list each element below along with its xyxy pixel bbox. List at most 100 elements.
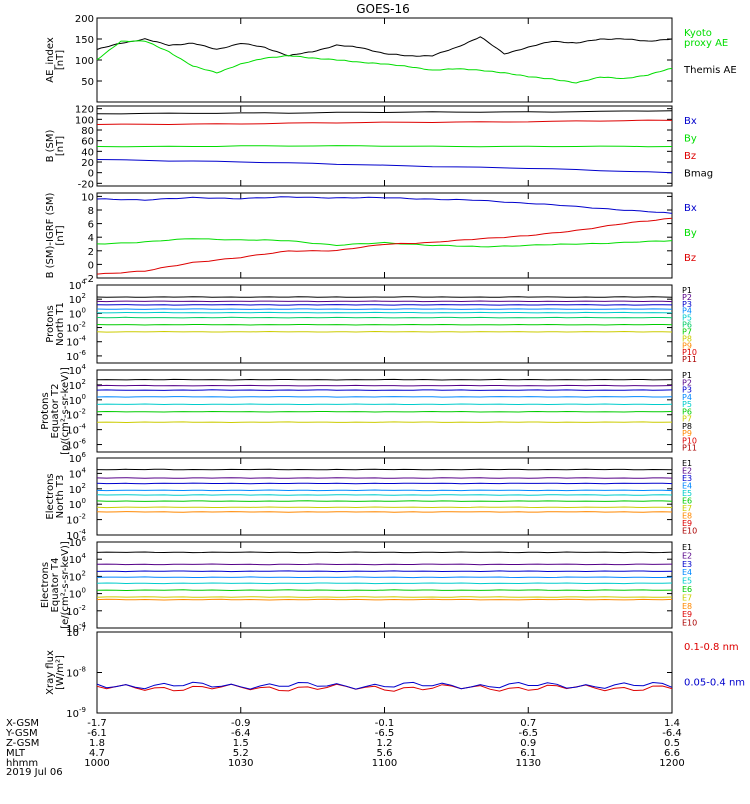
figure-title: GOES-16 <box>356 2 410 16</box>
legend-entry: E7 <box>682 504 692 513</box>
legend-entry: P9 <box>682 429 692 438</box>
ephemeris-row-label: Z-GSM <box>6 738 39 749</box>
y-tick-label: 0 <box>88 260 94 271</box>
series-line-p1 <box>96 378 673 381</box>
y-tick-label: 102 <box>69 378 86 392</box>
legend-entry: Bx <box>684 203 697 214</box>
panel-frame <box>96 192 673 279</box>
legend-entry: P11 <box>682 355 697 364</box>
ephemeris-value: 0.7 <box>520 718 536 729</box>
y-axis-label: AE_index[nT] <box>45 37 66 83</box>
series-line-e4 <box>96 576 673 579</box>
y-tick-label: 2 <box>88 247 94 258</box>
y-tick-label: 10-2 <box>66 513 86 527</box>
y-tick-label: 100 <box>69 306 86 320</box>
series-line-p1 <box>96 296 673 298</box>
y-tick-label: 100 <box>69 497 86 511</box>
series-line-e8 <box>96 598 673 601</box>
legend-entry: E10 <box>682 619 697 628</box>
y-tick-label: 104 <box>69 363 87 377</box>
y-tick-label: 102 <box>69 482 86 496</box>
ephemeris-value: -0.1 <box>375 718 395 729</box>
series-line-e7 <box>96 506 673 509</box>
legend-entry: P1 <box>682 371 692 380</box>
legend-entry: 0.1-0.8 nm <box>684 642 739 653</box>
y-tick-label: 10-2 <box>66 321 86 335</box>
date-label: 2019 Jul 06 <box>6 767 63 778</box>
panel-frame <box>96 541 673 629</box>
series-line-p2 <box>96 384 673 387</box>
y-tick-label: 10-9 <box>66 706 86 720</box>
panel-frame <box>96 369 673 453</box>
y-tick-label: 100 <box>75 56 94 67</box>
y-tick-label: 106 <box>69 451 87 465</box>
series-line-p4 <box>96 396 673 398</box>
legend-entry: P3 <box>682 386 692 395</box>
series-line-e5 <box>96 494 673 496</box>
legend-entry: Bz <box>684 151 696 162</box>
ephemeris-value: -6.4 <box>231 728 251 739</box>
legend-entry: E5 <box>682 577 692 586</box>
legend-entry: P8 <box>682 334 692 343</box>
panel-b_sm_minus_igrf: -2 0 2 4 6 8 10 B (SM)-IGRF (SM)[nT] Bx By Bz <box>45 192 697 285</box>
series-line-e7 <box>96 596 673 598</box>
legend-entry: E3 <box>682 474 692 483</box>
ephemeris-row-label: MLT <box>6 748 26 759</box>
ephemeris-value: 5.2 <box>233 748 249 759</box>
y-tick-label: 50 <box>81 77 94 88</box>
legend-entry: By <box>684 134 697 145</box>
legend-entry: P11 <box>682 444 697 453</box>
legend-entry: P4 <box>682 393 692 402</box>
series-line-e2 <box>96 477 673 479</box>
series-line-p5 <box>96 311 673 314</box>
legend-entry: P10 <box>682 348 697 357</box>
series-line-kyoto-proxy-ae <box>96 40 673 84</box>
legend-entry: P6 <box>682 407 692 416</box>
series-line-e6 <box>96 500 673 502</box>
series-line-p8 <box>96 330 673 333</box>
y-tick-label: 104 <box>69 466 87 480</box>
legend-entry: E8 <box>682 512 692 521</box>
y-tick-label: 150 <box>75 35 94 46</box>
y-axis-label: B (SM)-IGRF (SM)[nT] <box>45 193 66 279</box>
y-tick-label: 40 <box>81 147 94 158</box>
legend-entry: P10 <box>682 436 697 445</box>
legend-entry: E9 <box>682 610 692 619</box>
y-tick-label: 120 <box>75 105 94 116</box>
y-tick-label: 10-8 <box>66 666 86 680</box>
y-tick-label: 20 <box>81 158 94 169</box>
series-line-e3 <box>96 482 673 485</box>
ephemeris-value: -0.9 <box>231 718 251 729</box>
legend-entry: P2 <box>682 293 692 302</box>
legend-entry: P9 <box>682 341 692 350</box>
y-tick-label: 0 <box>88 169 94 180</box>
y-tick-label: 80 <box>81 126 94 137</box>
y-tick-label: 104 <box>69 552 87 566</box>
legend-entry: E9 <box>682 519 692 528</box>
legend-entry: P5 <box>682 400 692 409</box>
y-tick-label: -2 <box>84 274 94 285</box>
ephemeris-value: 5.6 <box>377 748 393 759</box>
legend-entry: E7 <box>682 593 692 602</box>
panel-frame <box>96 631 673 714</box>
series-line-bx <box>96 159 673 174</box>
legend-entry: P8 <box>682 422 692 431</box>
series-line-p5 <box>96 403 673 406</box>
series-line-e5 <box>96 582 673 585</box>
y-tick-label: 102 <box>69 569 86 583</box>
y-tick-label: 4 <box>88 233 94 244</box>
series-line-p2 <box>96 300 673 303</box>
ephemeris-value: -6.5 <box>518 728 538 739</box>
legend-entry: P2 <box>682 378 692 387</box>
series-line-e8 <box>96 511 673 513</box>
legend-entry: P1 <box>682 286 692 295</box>
series-line-themis-ae <box>96 36 673 57</box>
ephemeris-value: 4.7 <box>89 748 105 759</box>
y-tick-label: 8 <box>88 206 94 217</box>
y-axis-label: ElectronsEquator T4[e/(cm²-s-sr-keV)] <box>40 541 71 629</box>
series-line-p7 <box>96 421 673 424</box>
